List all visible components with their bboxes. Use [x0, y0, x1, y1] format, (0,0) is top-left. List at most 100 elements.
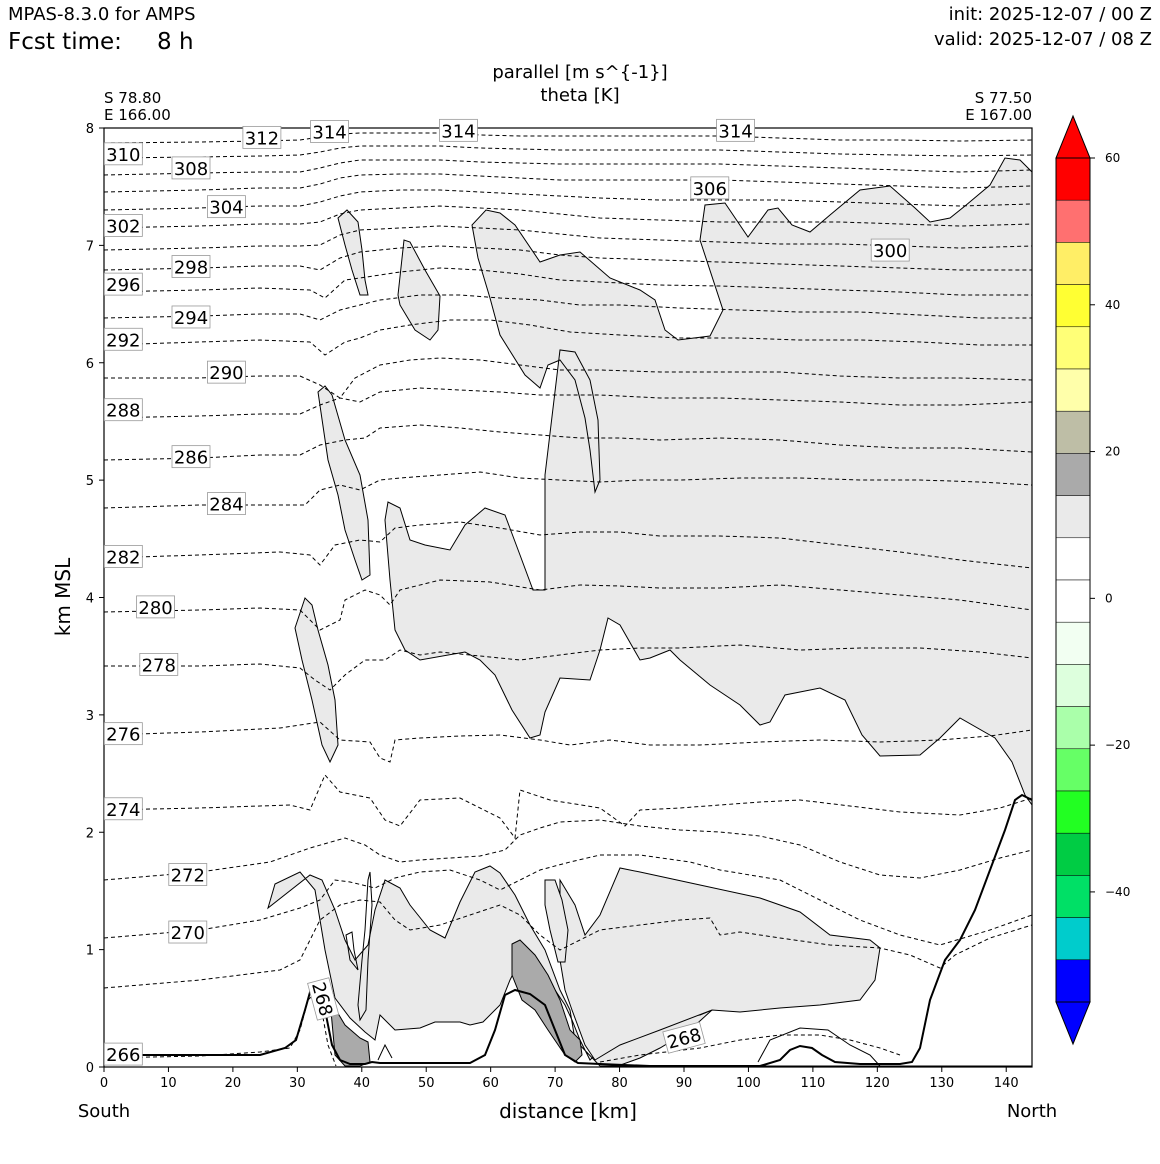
theta-contour	[104, 267, 1032, 299]
colorbar-segment	[1055, 621, 1091, 665]
theta-label: 278	[139, 653, 179, 676]
x-tick-label: 140	[994, 1076, 1019, 1091]
theta-label-box	[439, 118, 478, 142]
theta-label-box	[242, 125, 282, 149]
colorbar-segment	[1055, 790, 1091, 834]
colorbar-segment	[1055, 537, 1091, 581]
y-tick-label: 0	[86, 1061, 94, 1076]
theta-label-text: 306	[693, 179, 727, 200]
theta-label: 310	[103, 142, 143, 166]
valid-time: valid: 2025-12-07 / 08 Z	[934, 29, 1152, 50]
colorbar-segment	[1055, 579, 1091, 623]
theta-contour	[104, 173, 1032, 193]
y-tick-label: 3	[86, 709, 94, 724]
theta-label-text: 276	[106, 725, 140, 746]
theta-label-text: 310	[106, 145, 140, 166]
theta-label-box	[870, 238, 910, 262]
theta-contour	[104, 294, 1032, 321]
colorbar-tick-label: −20	[1105, 738, 1130, 752]
theta-label: 292	[103, 327, 143, 351]
zero-contour-2	[345, 931, 359, 971]
zero-contour-3	[757, 1027, 881, 1067]
colorbar-segment	[1055, 959, 1091, 1003]
colorbar-frame	[1055, 157, 1091, 1003]
theta-contour	[104, 774, 1032, 840]
chart-title-2: theta [K]	[540, 85, 619, 106]
shade-region-lowland	[559, 867, 881, 1061]
theta-label-box	[103, 327, 143, 351]
left-endpoint-lat: S 78.80	[104, 89, 161, 107]
theta-label-box	[171, 156, 211, 180]
theta-contour	[104, 579, 1032, 631]
x-tick-label: 0	[100, 1076, 108, 1091]
theta-label-box	[662, 1021, 706, 1054]
theta-label: 308	[171, 156, 211, 180]
y-axis-ticks: 0 1 2 3 4 5 6 7 8	[86, 122, 104, 1076]
theta-label: 296	[103, 272, 143, 296]
x-tick-label: 120	[865, 1076, 890, 1091]
chart-title-1: parallel [m s^{-1}]	[492, 62, 667, 83]
theta-label-text: 300	[873, 241, 907, 262]
theta-label-text: 296	[106, 275, 140, 296]
y-tick-label: 8	[86, 122, 94, 137]
colorbar-segment	[1055, 664, 1091, 707]
theta-label-box	[207, 195, 246, 219]
south-label: South	[78, 1101, 130, 1122]
theta-label-text: 312	[245, 128, 279, 149]
theta-label-box	[136, 595, 175, 619]
x-tick-label: 130	[929, 1076, 954, 1091]
theta-label-text: 294	[174, 308, 208, 329]
colorbar-segment	[1055, 242, 1091, 285]
colorbar-segment	[1055, 495, 1091, 539]
colorbar-max-triangle	[1055, 114, 1091, 159]
theta-label-text: 284	[209, 495, 243, 516]
theta-label: 280	[136, 595, 175, 619]
y-tick-label: 5	[86, 474, 94, 489]
shade-dark-1	[511, 939, 583, 1063]
theta-label-text: 288	[106, 401, 140, 422]
y-tick-label: 7	[86, 239, 94, 254]
theta-label-box	[103, 272, 143, 296]
x-axis-ticks: 0 10 20 30 40 50 60 70 80 90 100 110 120 130 140	[100, 1067, 1019, 1091]
theta-label-text: 314	[718, 121, 752, 142]
x-tick-label: 30	[289, 1076, 306, 1091]
theta-label-text: 278	[142, 655, 176, 676]
theta-label-text: 286	[174, 448, 208, 469]
theta-contour	[104, 145, 1032, 159]
theta-label-text: 272	[171, 866, 205, 887]
theta-label-text: 302	[106, 216, 140, 237]
theta-label-text: 314	[312, 123, 346, 144]
theta-contour	[104, 988, 337, 1067]
colorbar-segment	[1055, 917, 1091, 961]
theta-label-box	[103, 797, 143, 821]
theta-label-box	[168, 863, 208, 886]
theta-label-text: 292	[106, 330, 140, 351]
theta-contour	[104, 245, 1032, 271]
theta-contour	[104, 205, 1032, 229]
wind-shading-light	[267, 157, 1032, 1067]
theta-contour	[104, 644, 1032, 691]
theta-label: 288	[103, 398, 143, 422]
zero-wind-contours	[345, 871, 881, 1067]
theta-label: 298	[171, 255, 211, 279]
shade-blob-4	[294, 597, 339, 764]
left-endpoint-lon: E 166.00	[104, 106, 171, 124]
theta-label-box	[207, 492, 246, 516]
x-tick-label: 110	[800, 1076, 825, 1091]
x-tick-label: 80	[611, 1076, 628, 1091]
colorbar-tick-label: 20	[1105, 445, 1120, 459]
forecast-time-value: 8 h	[157, 29, 194, 55]
theta-label: 274	[103, 797, 143, 821]
shade-blob-2	[397, 239, 441, 341]
theta-label: 290	[207, 360, 246, 384]
theta-label: 294	[171, 305, 211, 329]
y-tick-label: 1	[86, 944, 94, 959]
theta-contour	[104, 471, 1032, 509]
theta-label-text: 270	[171, 923, 205, 944]
right-endpoint-lon: E 167.00	[965, 106, 1032, 124]
colorbar-segment	[1055, 368, 1091, 412]
x-axis-label: distance [km]	[499, 1099, 637, 1123]
theta-label: 272	[168, 863, 208, 887]
theta-label: 312	[242, 125, 282, 149]
